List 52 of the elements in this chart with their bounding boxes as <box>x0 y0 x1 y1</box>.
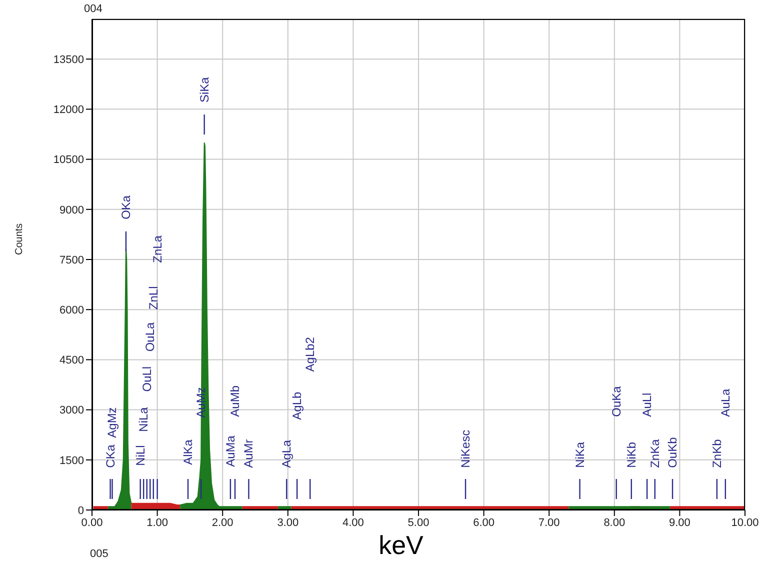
x-tick-label: 5.00 <box>408 516 430 529</box>
annotation: AuMr <box>242 439 256 468</box>
annotation: AgLb2 <box>303 336 318 372</box>
annotation: ZnKa <box>648 438 662 468</box>
text: 005 <box>90 548 108 560</box>
annotation: AuMa <box>223 435 238 467</box>
annotation: AuMz <box>194 387 208 418</box>
y-tick-label: 0 <box>78 504 84 517</box>
y-tick-label: 10500 <box>53 154 84 166</box>
y-tick-label: 4500 <box>60 354 84 367</box>
y-tick-label: 3000 <box>60 404 84 417</box>
annotation: AuMb <box>228 385 242 417</box>
y-tick-label: 7500 <box>60 254 84 266</box>
annotation: NiKesc <box>458 430 473 468</box>
x-tick-label: 6.00 <box>473 516 495 529</box>
y-tick-label: 1500 <box>60 454 84 467</box>
x-axis-title: keV <box>378 530 424 560</box>
x-tick-label: 9.00 <box>668 516 690 529</box>
annotation: AgLb <box>290 391 304 420</box>
annotation: CKa <box>103 444 118 468</box>
x-tick-label: 4.00 <box>342 516 364 529</box>
x-tick-label: 3.00 <box>277 516 299 529</box>
annotation: OKa <box>118 195 133 220</box>
x-tick-label: 1.00 <box>146 516 168 529</box>
x-tick-label: 8.00 <box>604 516 626 529</box>
x-tick-label: 10.00 <box>731 516 759 529</box>
annotation: ZnLl <box>146 286 160 310</box>
annotation: OuKb <box>666 436 680 468</box>
annotation: AgMz <box>105 407 120 438</box>
y-tick-label: 13500 <box>53 54 84 66</box>
y-tick-label: 12000 <box>53 104 84 116</box>
annotation: OuLl <box>140 366 154 392</box>
annotation: OuKa <box>609 386 624 417</box>
annotation: ZnLa <box>150 235 164 263</box>
x-tick-label: 7.00 <box>538 516 560 529</box>
x-tick-label: 2.00 <box>212 516 234 529</box>
y-axis-title: Counts <box>14 223 25 255</box>
annotation: OuLa <box>143 322 158 352</box>
annotation: AlKa <box>180 439 195 465</box>
annotation: AuLa <box>718 388 732 417</box>
annotation: ZnKb <box>710 438 724 468</box>
annotation: SiKa <box>197 76 212 103</box>
annotation: NiKa <box>572 442 587 468</box>
annotation: NiLl <box>133 445 148 466</box>
annotation: AgLa <box>280 440 294 468</box>
x-tick-label: 0.00 <box>81 516 103 529</box>
annotation: AuLl <box>640 392 654 417</box>
annotation: NiLa <box>136 406 151 432</box>
annotation: NiKb <box>624 442 638 468</box>
y-tick-label: 9000 <box>60 204 84 216</box>
chart-title: 004 <box>84 3 102 15</box>
y-tick-label: 6000 <box>60 304 84 316</box>
